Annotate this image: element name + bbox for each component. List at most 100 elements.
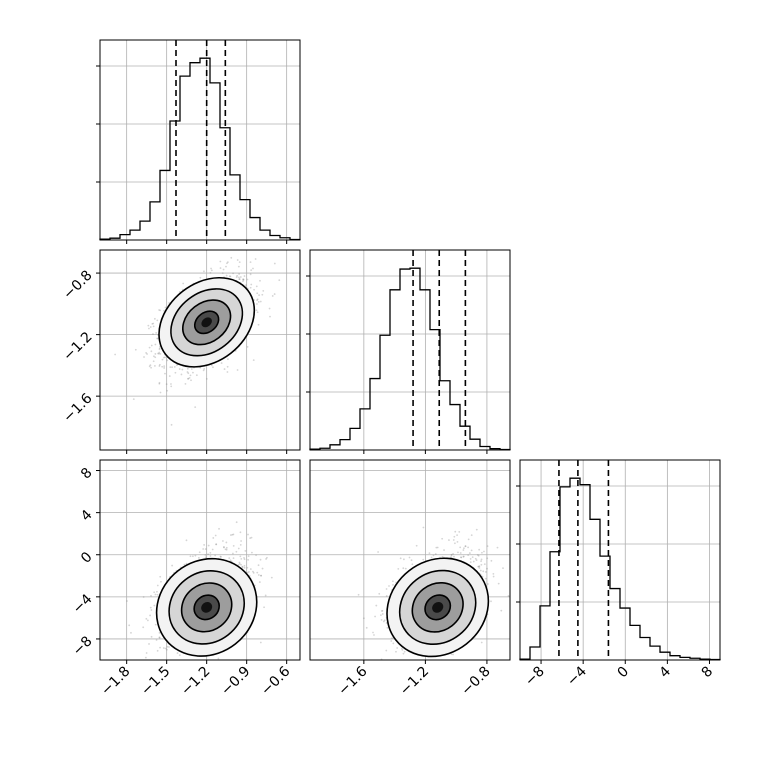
scatter-point <box>150 344 153 347</box>
scatter-point <box>226 261 229 264</box>
scatter-point <box>159 309 162 312</box>
scatter-point <box>219 260 222 263</box>
scatter-point <box>209 551 212 554</box>
scatter-point <box>374 615 376 618</box>
scatter-point <box>256 292 259 295</box>
histogram-bin <box>640 637 650 660</box>
scatter-point <box>452 553 454 555</box>
scatter-point <box>232 545 235 547</box>
scatter-point <box>192 371 194 374</box>
scatter-point <box>435 546 438 549</box>
histogram-bin <box>260 230 270 240</box>
scatter-point <box>195 374 198 377</box>
scatter-point <box>244 550 247 552</box>
scatter-point <box>256 298 259 301</box>
scatter-point <box>235 276 238 279</box>
scatter-point <box>199 276 202 279</box>
histogram-bin <box>340 440 350 450</box>
scatter-point <box>159 575 162 578</box>
joint-content <box>357 526 510 660</box>
scatter-point <box>459 552 462 554</box>
scatter-point <box>467 554 470 557</box>
scatter-point <box>163 365 166 368</box>
scatter-point <box>211 548 214 551</box>
scatter-point <box>204 548 207 550</box>
scatter-point <box>249 286 252 289</box>
scatter-point <box>230 256 233 259</box>
scatter-point <box>126 600 128 602</box>
scatter-point <box>221 272 224 275</box>
histogram-bin <box>120 235 130 240</box>
scatter-point <box>256 299 258 301</box>
scatter-point <box>180 373 183 376</box>
y-tick-label: 0 <box>78 549 96 567</box>
scatter-point <box>169 366 172 369</box>
scatter-point <box>222 546 225 548</box>
scatter-point <box>240 540 243 542</box>
scatter-point <box>150 594 152 597</box>
scatter-point <box>507 595 510 597</box>
scatter-point <box>256 311 259 314</box>
scatter-point <box>257 301 260 303</box>
scatter-point <box>255 309 258 312</box>
scatter-point <box>391 580 394 583</box>
scatter-point <box>243 234 245 236</box>
scatter-point <box>219 267 222 269</box>
scatter-point <box>401 649 404 651</box>
scatter-point <box>237 265 240 268</box>
scatter-point <box>187 377 190 380</box>
scatter-point <box>160 580 162 583</box>
scatter-point <box>469 558 472 560</box>
scatter-point <box>452 539 455 541</box>
scatter-point <box>190 368 193 370</box>
scatter-point <box>229 275 232 278</box>
scatter-point <box>404 567 407 570</box>
scatter-point <box>238 278 241 281</box>
scatter-point <box>259 641 262 644</box>
scatter-point <box>220 555 222 558</box>
scatter-point <box>145 617 148 620</box>
scatter-point <box>255 554 257 557</box>
scatter-point <box>161 365 164 368</box>
scatter-point <box>203 367 206 370</box>
density-level <box>201 602 213 613</box>
scatter-point <box>478 565 480 568</box>
scatter-point <box>502 567 504 570</box>
histogram-bin <box>170 121 180 240</box>
scatter-point <box>194 554 197 557</box>
scatter-point <box>236 274 239 277</box>
scatter-point <box>441 537 444 540</box>
scatter-point <box>496 546 499 549</box>
scatter-point <box>182 282 185 285</box>
scatter-point <box>158 348 161 351</box>
scatter-point <box>226 365 229 368</box>
scatter-point <box>148 327 150 330</box>
scatter-point <box>386 626 389 629</box>
scatter-point <box>240 563 242 566</box>
scatter-point <box>256 303 258 305</box>
histogram-bin <box>590 519 600 660</box>
scatter-point <box>242 278 244 281</box>
scatter-point <box>240 557 243 560</box>
histogram-bin <box>250 218 260 240</box>
scatter-point <box>225 274 228 277</box>
scatter-point <box>486 545 489 548</box>
scatter-point <box>132 398 135 401</box>
scatter-point <box>152 360 155 363</box>
scatter-point <box>381 613 384 615</box>
histogram-step <box>99 57 301 241</box>
histogram-bin <box>450 405 460 450</box>
scatter-point <box>268 307 271 310</box>
scatter-point <box>189 374 192 377</box>
scatter-point <box>174 371 177 374</box>
scatter-point <box>236 259 239 261</box>
panel-frame <box>519 459 721 661</box>
scatter-point <box>149 326 152 328</box>
scatter-point <box>212 537 215 539</box>
contour-line <box>158 276 256 368</box>
scatter-point <box>185 539 188 542</box>
scatter-point <box>400 647 403 650</box>
joint-content <box>114 234 281 426</box>
scatter-point <box>450 554 453 556</box>
histogram-bin <box>240 200 250 240</box>
